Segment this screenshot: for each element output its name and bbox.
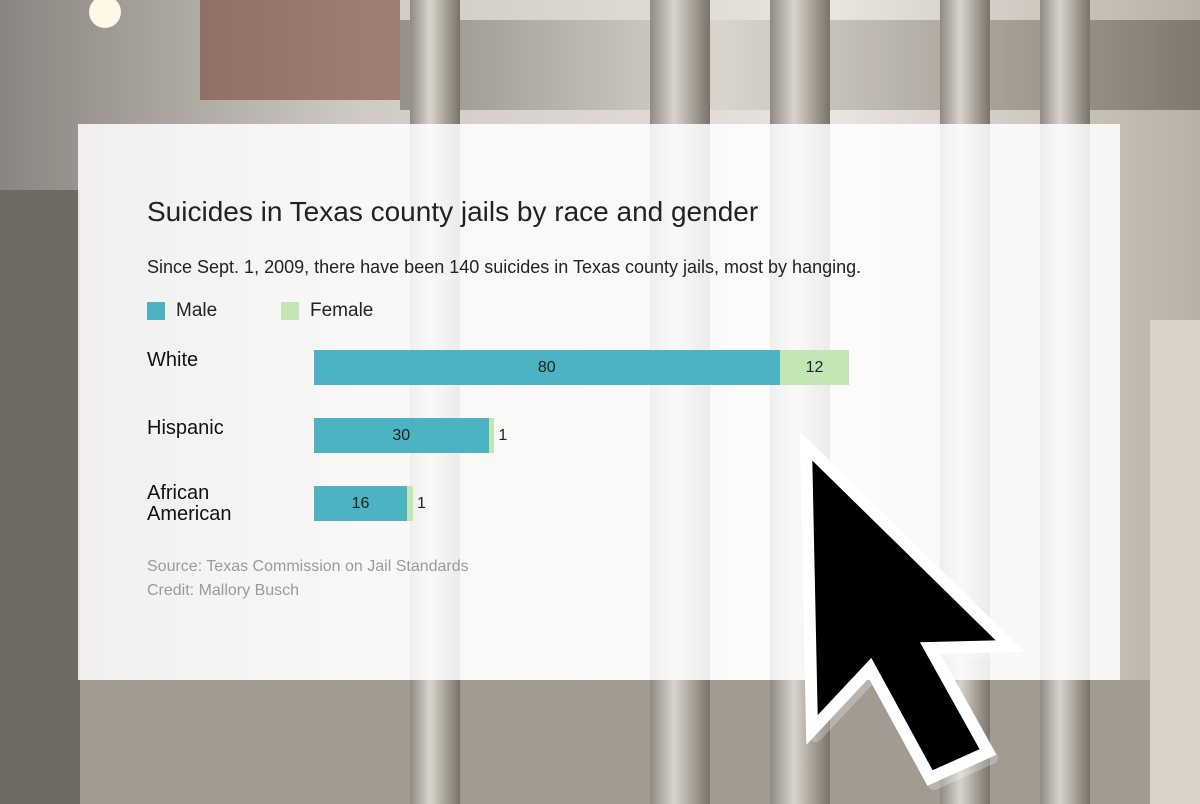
value-label: 1: [416, 495, 426, 512]
bar-segment: [314, 350, 780, 385]
legend-label: Male: [176, 300, 218, 321]
source-note: Source: Texas Commission on Jail Standar…: [147, 558, 469, 575]
category-label: African American: [147, 481, 232, 525]
chart-title: Suicides in Texas county jails by race a…: [147, 196, 759, 227]
chart-subtitle: Since Sept. 1, 2009, there have been 140…: [147, 257, 862, 277]
bar-segment: [779, 350, 850, 385]
value-label: 16: [351, 495, 370, 512]
value-label: 12: [805, 359, 824, 376]
value-label: 30: [392, 427, 411, 444]
bar-segment: [407, 486, 413, 521]
bar-segment: [314, 418, 489, 453]
legend-label: Female: [310, 300, 374, 321]
value-label: 1: [498, 427, 508, 444]
credit-note: Credit: Mallory Busch: [147, 582, 300, 599]
legend-swatch: [281, 302, 299, 320]
legend-swatch: [147, 302, 165, 320]
bar-segment: [314, 486, 408, 521]
bar-segment: [488, 418, 495, 453]
value-label: 80: [537, 359, 556, 376]
category-label: Hispanic: [147, 417, 224, 439]
category-label: White: [147, 349, 199, 371]
